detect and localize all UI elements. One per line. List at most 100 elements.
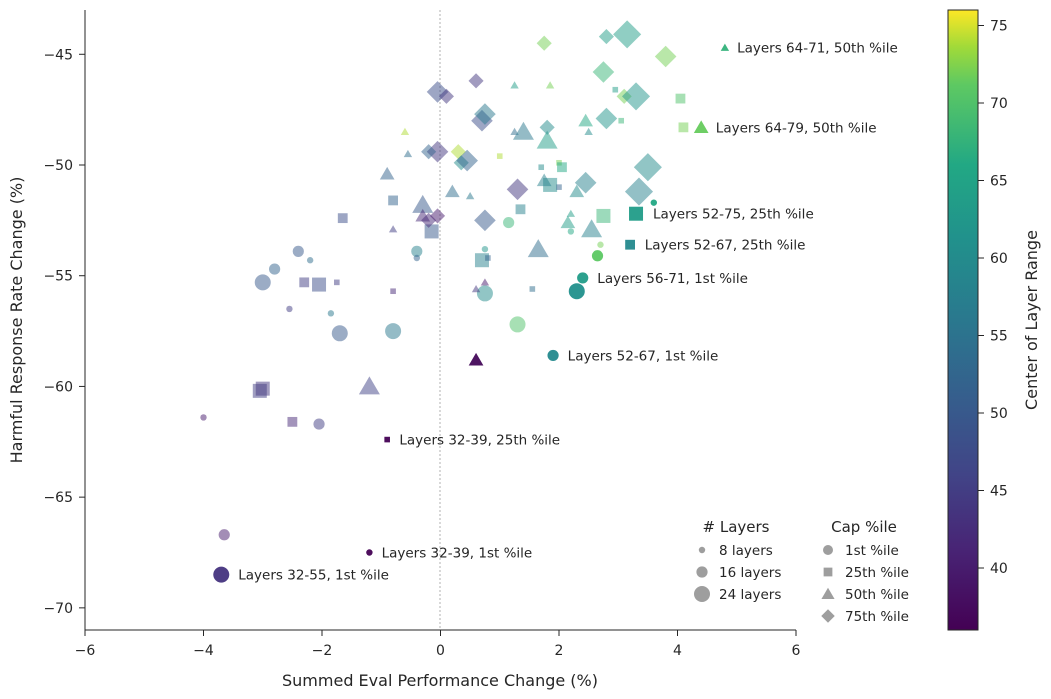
highlighted-point	[568, 283, 585, 300]
data-point	[481, 245, 489, 253]
highlighted-point	[720, 43, 730, 51]
data-point	[510, 127, 519, 135]
x-axis-ticks: −6 −4 −2 0 2 4 6	[75, 630, 801, 659]
data-point	[545, 81, 555, 89]
data-point	[621, 82, 651, 111]
point-annotation-label: Layers 32-39, 25th %ile	[399, 433, 560, 449]
colorbar-tick-label: 50	[990, 406, 1008, 422]
colorbar-tick-label: 45	[990, 484, 1008, 500]
data-point	[286, 305, 293, 313]
data-point	[515, 204, 526, 215]
data-point	[538, 164, 545, 171]
point-annotation-label: Layers 56-71, 1st %ile	[597, 271, 748, 287]
colorbar-tick-label: 75	[990, 19, 1008, 35]
data-point	[474, 103, 496, 125]
highlighted-point	[629, 206, 644, 221]
data-point	[598, 29, 614, 45]
data-point	[578, 113, 594, 127]
data-point	[385, 323, 402, 340]
size-legend-swatch	[698, 546, 706, 554]
data-point	[618, 117, 625, 124]
data-point	[218, 529, 230, 541]
size-legend-label: 24 layers	[719, 587, 781, 603]
colorbar-tick-label: 55	[990, 329, 1008, 345]
marker-legend-swatch	[823, 545, 833, 555]
data-point	[596, 208, 611, 223]
marker-legend-title: Cap %ile	[831, 518, 897, 536]
data-point	[471, 285, 481, 293]
data-point	[411, 245, 423, 257]
x-axis-label: Summed Eval Performance Change (%)	[282, 671, 598, 690]
marker-legend: Cap %ile 1st %ile 25th %ile 50th %ile 75th …	[821, 518, 909, 625]
data-point	[358, 376, 380, 395]
data-point	[581, 219, 603, 238]
data-point	[509, 316, 526, 333]
data-point	[476, 285, 493, 302]
point-annotation-label: Layers 52-67, 1st %ile	[568, 348, 719, 364]
data-point	[595, 107, 618, 130]
data-point	[567, 228, 575, 235]
marker-legend-swatch	[821, 587, 835, 599]
point-annotation-label: Layers 52-67, 25th %ile	[645, 238, 806, 254]
x-tick-label: −6	[75, 643, 96, 659]
size-legend-label: 8 layers	[719, 543, 773, 559]
highlighted-point	[650, 199, 657, 206]
size-legend-label: 16 layers	[719, 565, 781, 581]
y-tick-label: −65	[43, 490, 73, 506]
highlighted-point	[384, 436, 390, 443]
colorbar-label: Center of Layer Range	[1022, 230, 1041, 410]
data-point	[255, 381, 270, 396]
data-point	[292, 245, 304, 257]
data-point	[527, 239, 549, 258]
colorbar-gradient	[947, 9, 979, 631]
size-legend: # Layers 8 layers 16 layers 24 layers	[694, 518, 781, 603]
data-point	[400, 127, 410, 135]
data-point	[445, 184, 460, 198]
point-annotation-label: Layers 64-71, 50th %ile	[737, 41, 898, 57]
data-point	[557, 162, 567, 173]
data-point	[287, 416, 298, 427]
data-point	[539, 119, 555, 135]
marker-legend-swatch	[823, 567, 833, 577]
colorbar-tick-label: 60	[990, 251, 1008, 267]
data-point	[306, 257, 314, 264]
data-point	[413, 254, 420, 262]
data-point	[438, 88, 454, 104]
data-point	[510, 81, 519, 89]
data-point	[536, 130, 558, 149]
data-point	[468, 73, 484, 89]
data-point	[503, 216, 515, 229]
y-axis-ticks: −45 −50 −55 −60 −65 −70	[43, 47, 85, 617]
point-annotation-label: Layers 32-55, 1st %ile	[238, 568, 389, 584]
data-point	[200, 414, 207, 421]
x-tick-label: 6	[792, 643, 801, 659]
data-point	[556, 184, 562, 190]
point-annotation-label: Layers 64-79, 50th %ile	[716, 120, 877, 136]
data-point	[592, 61, 615, 83]
data-point	[624, 177, 654, 206]
size-legend-swatch	[696, 566, 708, 578]
x-tick-label: 4	[673, 643, 682, 659]
data-point	[612, 86, 619, 93]
x-tick-label: 0	[436, 643, 445, 659]
data-point	[529, 286, 536, 292]
data-point	[254, 274, 271, 291]
highlighted-point	[468, 352, 484, 366]
highlighted-point	[693, 120, 709, 133]
data-point	[269, 263, 281, 275]
highlighted-point	[213, 566, 230, 583]
data-point	[480, 278, 490, 286]
data-point	[403, 149, 413, 158]
data-point	[678, 122, 689, 133]
data-point	[426, 140, 449, 163]
y-tick-label: −55	[43, 269, 73, 285]
data-point	[412, 194, 434, 213]
data-point	[424, 224, 439, 239]
marker-legend-label: 75th %ile	[845, 609, 909, 625]
highlighted-point	[547, 349, 559, 362]
data-point	[313, 418, 325, 430]
point-annotations: Layers 64-71, 50th %ile Layers 64-79, 50t…	[238, 41, 898, 584]
y-axis-label: Harmful Response Rate Change (%)	[7, 177, 26, 464]
data-point	[654, 45, 677, 68]
